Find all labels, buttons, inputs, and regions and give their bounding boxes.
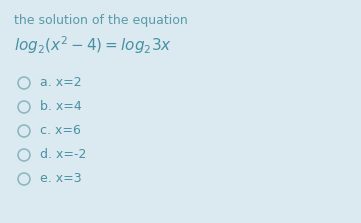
Text: a. x=2: a. x=2 xyxy=(40,76,82,89)
Text: d. x=-2: d. x=-2 xyxy=(40,149,86,161)
Text: c. x=6: c. x=6 xyxy=(40,124,81,138)
Text: b. x=4: b. x=4 xyxy=(40,101,82,114)
Text: the solution of the equation: the solution of the equation xyxy=(14,14,188,27)
Text: $\it{log}_{\it{2}}(\it{x}^{\it{2}} - 4) = \it{log}_{\it{2}}3\it{x}$: $\it{log}_{\it{2}}(\it{x}^{\it{2}} - 4) … xyxy=(14,34,172,56)
Text: e. x=3: e. x=3 xyxy=(40,173,82,186)
